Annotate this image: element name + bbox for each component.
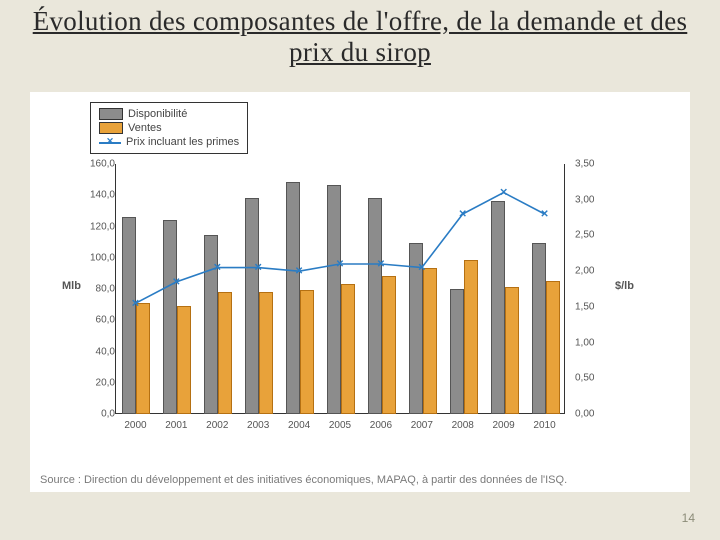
legend-item: Prix incluant les primes [99,135,239,149]
price-marker: ✕ [131,298,139,309]
page-number: 14 [682,511,695,525]
x-tick: 2002 [206,420,228,431]
page-title: Évolution des composantes de l'offre, de… [0,0,720,68]
y-left-tick: 80,0 [96,284,115,295]
legend-item: Ventes [99,121,239,135]
y-left-tick: 120,0 [90,221,115,232]
y-right-tick: 1,50 [575,301,594,312]
y-right-tick: 3,00 [575,194,594,205]
legend-label: Ventes [128,122,162,134]
price-marker: ✕ [459,209,467,220]
x-tick: 2004 [288,420,310,431]
plot-area: ✕ ✕ ✕ ✕ ✕ ✕ ✕ ✕ ✕ ✕ ✕ [115,164,565,414]
x-tick: 2001 [165,420,187,431]
price-marker: ✕ [172,277,180,288]
price-line [135,193,544,304]
y-left-tick: 140,0 [90,190,115,201]
y-axis-right-label: $/lb [615,280,634,292]
x-tick: 2010 [533,420,555,431]
y-axis-left: 0,020,040,060,080,0100,0120,0140,0160,0 [90,164,115,414]
x-tick: 2006 [370,420,392,431]
y-right-tick: 0,50 [575,373,594,384]
y-left-tick: 160,0 [90,159,115,170]
price-marker: ✕ [418,263,426,274]
chart-container: Disponibilité Ventes Prix incluant les pri… [30,92,690,492]
y-left-tick: 20,0 [96,377,115,388]
x-axis: 2000 2001 2002 2003 2004 2005 2006 2007 2008 2009… [115,418,565,438]
price-marker: ✕ [377,259,385,270]
price-marker: ✕ [499,188,507,199]
legend-swatch [99,137,121,147]
x-tick: 2007 [411,420,433,431]
x-tick: 2009 [493,420,515,431]
source-note: Source : Direction du développement et d… [30,462,567,486]
y-right-tick: 0,00 [575,409,594,420]
legend-label: Prix incluant les primes [126,136,239,148]
y-right-tick: 3,50 [575,159,594,170]
legend: Disponibilité Ventes Prix incluant les pri… [90,102,248,154]
x-tick: 2003 [247,420,269,431]
legend-swatch [99,122,123,134]
y-axis-right: 0,000,501,001,502,002,503,003,50 [575,164,605,414]
y-right-tick: 2,00 [575,266,594,277]
legend-item: Disponibilité [99,107,239,121]
y-right-tick: 2,50 [575,230,594,241]
line-layer: ✕ ✕ ✕ ✕ ✕ ✕ ✕ ✕ ✕ ✕ ✕ [115,164,565,414]
legend-label: Disponibilité [128,108,187,120]
price-marker: ✕ [336,259,344,270]
y-left-tick: 40,0 [96,346,115,357]
x-tick: 2005 [329,420,351,431]
x-tick: 2008 [452,420,474,431]
y-axis-left-label: Mlb [62,280,81,292]
y-left-tick: 100,0 [90,252,115,263]
price-marker: ✕ [213,263,221,274]
price-marker: ✕ [254,263,262,274]
legend-swatch [99,108,123,120]
y-left-tick: 60,0 [96,315,115,326]
y-left-tick: 0,0 [101,409,115,420]
y-right-tick: 1,00 [575,337,594,348]
price-marker: ✕ [295,266,303,277]
price-marker: ✕ [540,209,548,220]
x-tick: 2000 [124,420,146,431]
